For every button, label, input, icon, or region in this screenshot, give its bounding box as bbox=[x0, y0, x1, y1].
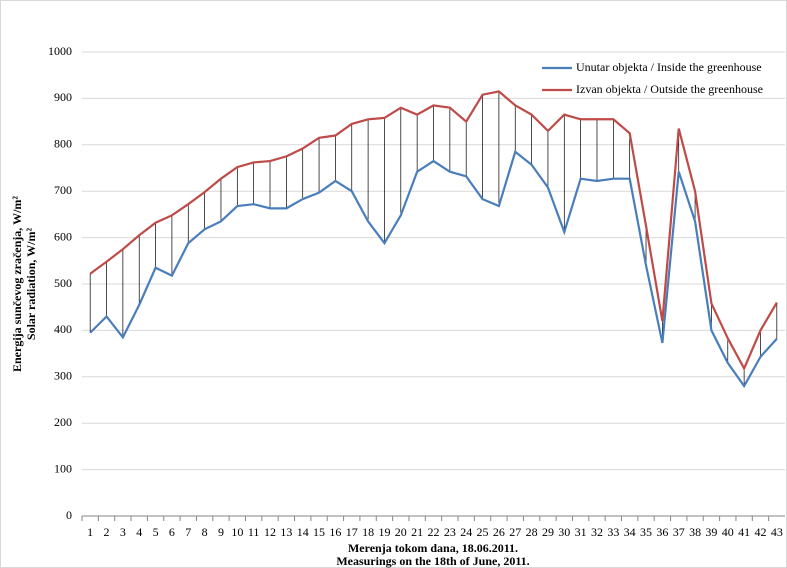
x-tick-label: 21 bbox=[411, 525, 423, 539]
x-tick-label: 14 bbox=[297, 525, 309, 539]
x-tick-label: 28 bbox=[526, 525, 538, 539]
x-tick-label: 6 bbox=[169, 525, 175, 539]
x-tick-label: 16 bbox=[329, 525, 341, 539]
x-axis-label: Merenja tokom dana, 18.06.2011. bbox=[348, 541, 518, 555]
x-tick-label: 30 bbox=[558, 525, 570, 539]
x-tick-label: 39 bbox=[705, 525, 717, 539]
x-tick-label: 31 bbox=[575, 525, 587, 539]
x-tick-label: 19 bbox=[378, 525, 390, 539]
x-tick-label: 3 bbox=[120, 525, 126, 539]
x-tick-label: 5 bbox=[153, 525, 159, 539]
x-tick-label: 2 bbox=[104, 525, 110, 539]
series-line bbox=[89, 90, 778, 371]
x-tick-label: 40 bbox=[722, 525, 734, 539]
x-axis-label: Measurings on the 18th of June, 2011. bbox=[336, 554, 529, 568]
y-tick-label: 200 bbox=[54, 415, 72, 429]
y-tick-label: 700 bbox=[54, 183, 72, 197]
x-tick-label: 29 bbox=[542, 525, 554, 539]
x-tick-label: 34 bbox=[624, 525, 636, 539]
x-tick-label: 13 bbox=[280, 525, 292, 539]
x-tick-label: 36 bbox=[656, 525, 668, 539]
series-line bbox=[89, 149, 778, 389]
y-axis-label: Energija sunčevog zračenja, W/m² bbox=[10, 196, 24, 372]
x-tick-label: 11 bbox=[248, 525, 260, 539]
legend-label: Izvan objekta / Outside the greenhouse bbox=[576, 82, 763, 96]
x-tick-label: 9 bbox=[218, 525, 224, 539]
x-tick-label: 23 bbox=[444, 525, 456, 539]
x-tick-label: 41 bbox=[738, 525, 750, 539]
x-tick-label: 32 bbox=[591, 525, 603, 539]
y-tick-label: 500 bbox=[54, 276, 72, 290]
x-tick-label: 12 bbox=[264, 525, 276, 539]
x-tick-label: 7 bbox=[185, 525, 191, 539]
y-tick-label: 1000 bbox=[48, 44, 72, 58]
x-tick-label: 15 bbox=[313, 525, 325, 539]
legend-label: Unutar objekta / Inside the greenhouse bbox=[576, 60, 762, 74]
y-tick-label: 900 bbox=[54, 90, 72, 104]
y-tick-label: 300 bbox=[54, 369, 72, 383]
x-tick-label: 38 bbox=[689, 525, 701, 539]
x-tick-label: 4 bbox=[136, 525, 142, 539]
y-axis-label: Solar radiation, W/m² bbox=[24, 228, 38, 341]
x-tick-label: 10 bbox=[231, 525, 243, 539]
x-tick-label: 1 bbox=[87, 525, 93, 539]
x-tick-label: 33 bbox=[607, 525, 619, 539]
x-tick-label: 25 bbox=[477, 525, 489, 539]
x-tick-label: 22 bbox=[428, 525, 440, 539]
x-tick-label: 26 bbox=[493, 525, 505, 539]
y-tick-label: 100 bbox=[54, 461, 72, 475]
x-tick-label: 37 bbox=[673, 525, 685, 539]
x-tick-label: 17 bbox=[346, 525, 358, 539]
y-tick-label: 800 bbox=[54, 137, 72, 151]
x-tick-label: 35 bbox=[640, 525, 652, 539]
x-tick-label: 43 bbox=[771, 525, 783, 539]
x-tick-label: 42 bbox=[754, 525, 766, 539]
y-tick-label: 0 bbox=[66, 508, 72, 522]
x-tick-label: 24 bbox=[460, 525, 472, 539]
x-tick-label: 27 bbox=[509, 525, 521, 539]
x-tick-label: 8 bbox=[202, 525, 208, 539]
x-tick-label: 18 bbox=[362, 525, 374, 539]
y-tick-label: 600 bbox=[54, 229, 72, 243]
x-tick-label: 20 bbox=[395, 525, 407, 539]
y-tick-label: 400 bbox=[54, 322, 72, 336]
